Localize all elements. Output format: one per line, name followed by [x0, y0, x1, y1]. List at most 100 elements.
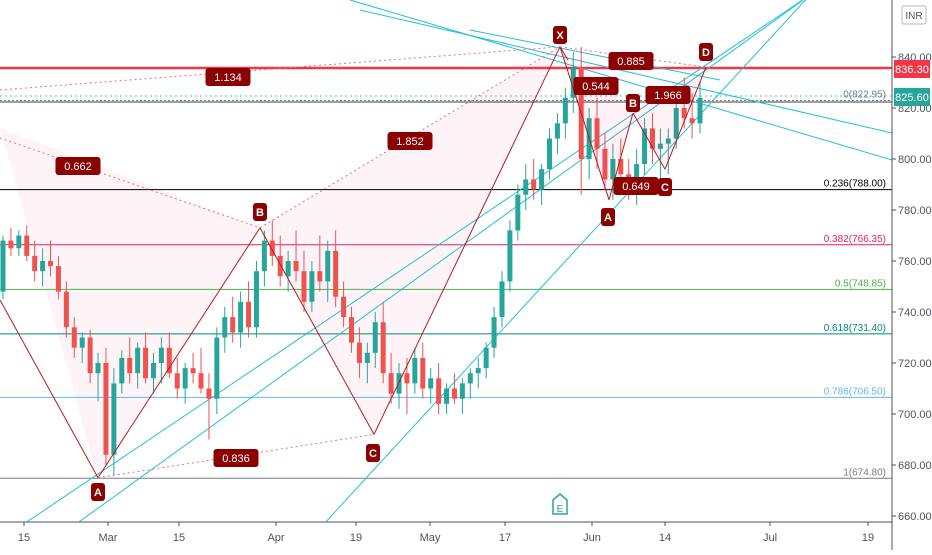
- y-tick-label: 720.00: [898, 358, 932, 370]
- candle: [531, 159, 537, 200]
- candle: [325, 240, 331, 302]
- pattern-leg: [97, 227, 261, 479]
- candle: [642, 118, 648, 175]
- point-label: B: [629, 98, 637, 110]
- candle-body: [539, 169, 545, 190]
- candle-body: [48, 261, 54, 267]
- candle-body: [63, 291, 69, 328]
- candle-body: [261, 240, 267, 272]
- candle-body: [166, 347, 172, 374]
- candle: [697, 82, 703, 134]
- candle-body: [111, 383, 117, 455]
- ratio-connector: [97, 433, 375, 479]
- x-tick-label: 17: [499, 532, 511, 544]
- pattern-leg: [559, 46, 569, 61]
- currency-label: INR: [905, 11, 922, 22]
- candle-body: [570, 67, 576, 98]
- candle-body: [309, 271, 315, 302]
- trendline: [359, 9, 893, 134]
- candle-body: [665, 138, 671, 144]
- candle-body: [689, 118, 695, 124]
- candle-body: [8, 240, 14, 249]
- candle-body: [388, 373, 394, 394]
- candle: [55, 255, 61, 300]
- y-tick-label: 760.00: [898, 256, 932, 268]
- candle: [182, 363, 188, 404]
- y-tick-label: 700.00: [898, 409, 932, 421]
- candle: [562, 87, 568, 139]
- candle-body: [372, 322, 378, 353]
- candle: [649, 113, 655, 165]
- candle-body: [206, 388, 212, 399]
- point-box: [91, 483, 105, 501]
- candle-body: [222, 317, 228, 338]
- small-pattern-leg: [632, 112, 666, 170]
- candle-body: [198, 373, 204, 389]
- point-box: [253, 203, 267, 221]
- candle: [103, 347, 109, 465]
- candle-body: [475, 368, 481, 374]
- event-marker-shape: [552, 493, 568, 515]
- candle-body: [444, 388, 450, 404]
- currency-badge: INR: [901, 5, 927, 25]
- candle: [491, 306, 497, 358]
- candle: [253, 261, 259, 338]
- candle: [467, 368, 473, 399]
- candle-body: [531, 179, 537, 190]
- trendline: [299, 0, 807, 551]
- candle: [150, 352, 156, 394]
- candle-body: [174, 373, 180, 389]
- candle-body: [356, 342, 362, 363]
- candle: [333, 230, 339, 307]
- candle: [317, 235, 323, 292]
- candle: [32, 240, 38, 282]
- candle: [135, 342, 141, 389]
- point-label: X: [556, 30, 564, 42]
- x-tick-label: Jul: [763, 532, 777, 544]
- candle-body: [285, 261, 291, 277]
- small-pattern-leg: [608, 112, 634, 200]
- candle: [0, 235, 6, 300]
- candle: [238, 291, 244, 348]
- candle: [8, 227, 14, 256]
- candle-body: [71, 327, 77, 348]
- candle: [166, 332, 172, 379]
- candle: [119, 350, 125, 394]
- candle: [143, 332, 149, 384]
- candle: [380, 301, 386, 384]
- ratio-badge: 0.662: [55, 157, 101, 175]
- ratio-connector: [0, 46, 561, 91]
- pattern-point-x: X: [553, 26, 567, 44]
- candle: [594, 97, 600, 170]
- candle-body: [190, 368, 196, 374]
- candle: [483, 342, 489, 379]
- ratio-value: 0.662: [64, 161, 92, 173]
- candle: [246, 281, 252, 338]
- candle-body: [119, 357, 125, 384]
- candle-body: [238, 301, 244, 333]
- pattern-leg: [0, 299, 99, 478]
- y-tick-label: 780.00: [898, 205, 932, 217]
- candle: [499, 271, 505, 328]
- candle-body: [135, 347, 141, 374]
- x-tick-label: Jun: [583, 532, 601, 544]
- small-point-a: A: [601, 208, 615, 226]
- candle: [602, 133, 608, 190]
- candle: [127, 337, 133, 384]
- small-point-b: B: [626, 94, 640, 112]
- candle: [269, 220, 275, 267]
- pattern-point-c: C: [366, 444, 380, 462]
- candle-body: [673, 108, 679, 139]
- fib-label: 0.5(748.85): [835, 278, 886, 289]
- fib-label: 0(822.95): [843, 89, 886, 100]
- candle: [507, 220, 513, 292]
- candle: [444, 383, 450, 414]
- ratio-box: [205, 68, 251, 86]
- candle: [475, 357, 481, 389]
- x-tick-label: Mar: [99, 532, 118, 544]
- candle-body: [40, 261, 46, 272]
- candle-body: [364, 352, 370, 363]
- candle-body: [618, 159, 624, 175]
- candle: [277, 235, 283, 287]
